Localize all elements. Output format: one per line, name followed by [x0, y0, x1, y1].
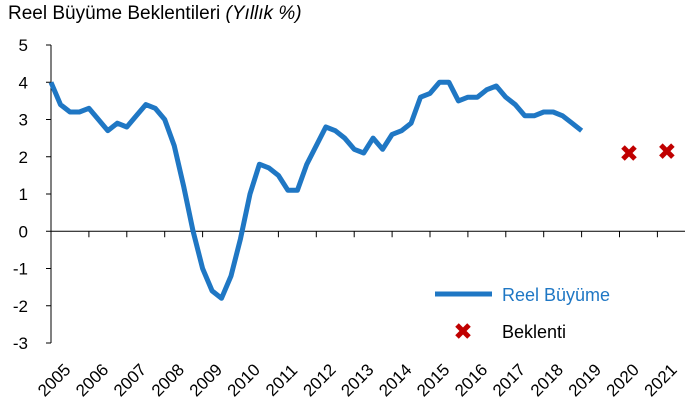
- x-tick-label: 2007: [110, 360, 150, 400]
- chart-title: Reel Büyüme Beklentileri (Yıllık %): [8, 3, 302, 25]
- legend: Reel Büyüme Beklenti: [435, 285, 610, 342]
- x-tick-labels: 2005200620072008200920102011201220132014…: [34, 360, 681, 400]
- legend-swatch-marker: [455, 323, 471, 339]
- x-tick-label: 2010: [224, 360, 264, 400]
- y-tick-label: 0: [19, 222, 28, 241]
- data-point-beklenti: [621, 145, 637, 161]
- x-tick-label: 2014: [375, 360, 415, 400]
- axes: [46, 44, 685, 344]
- y-tick-label: 4: [19, 73, 28, 92]
- x-tick-label: 2019: [565, 360, 605, 400]
- x-tick-label: 2005: [34, 360, 74, 400]
- x-tick-label: 2015: [413, 360, 453, 400]
- series-line-reel-buyume: [48, 79, 584, 301]
- x-tick-label: 2011: [262, 361, 301, 400]
- x-tick-label: 2020: [603, 360, 643, 400]
- legend-label-beklenti: Beklenti: [502, 322, 566, 342]
- x-tick-label: 2012: [299, 360, 339, 400]
- y-tick-label: -3: [13, 334, 28, 353]
- series-layer: [48, 79, 675, 301]
- y-tick-label: 1: [19, 185, 28, 204]
- y-tick-label: 3: [19, 111, 28, 130]
- y-tick-labels: 5 4 3 2 1 0 -1 -2 -3: [13, 36, 28, 353]
- legend-label-reel-buyume: Reel Büyüme: [502, 285, 610, 305]
- y-tick-label: 2: [19, 148, 28, 167]
- x-tick-label: 2013: [337, 360, 377, 400]
- data-point-beklenti: [659, 143, 675, 159]
- x-tick-label: 2021: [641, 360, 681, 400]
- x-tick-label: 2009: [186, 360, 226, 400]
- x-tick-label: 2006: [72, 360, 112, 400]
- x-tick-label: 2017: [489, 360, 529, 400]
- y-tick-label: -1: [13, 260, 28, 279]
- chart-title-sub: (Yıllık %): [225, 3, 302, 24]
- chart-title-main: Reel Büyüme Beklentileri: [8, 3, 221, 24]
- x-tick-label: 2008: [148, 360, 188, 400]
- x-tick-label: 2018: [527, 360, 567, 400]
- y-tick-label: 5: [19, 36, 28, 55]
- x-tick-label: 2016: [451, 360, 491, 400]
- y-tick-label: -2: [13, 297, 28, 316]
